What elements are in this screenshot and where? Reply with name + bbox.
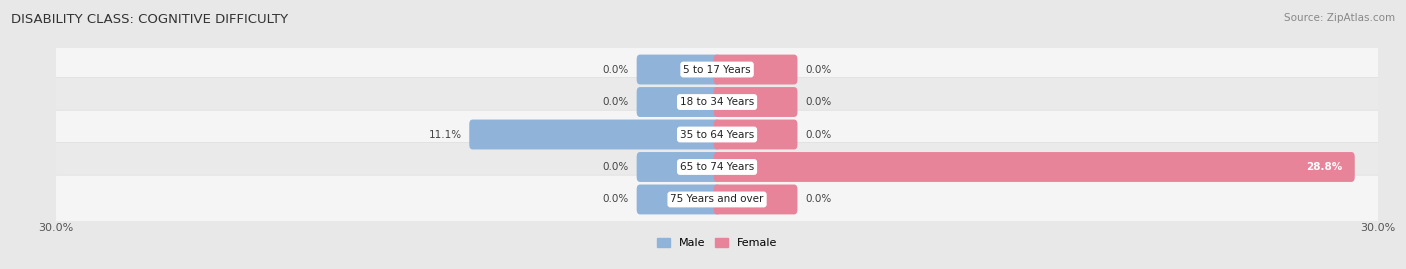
Text: 0.0%: 0.0% [806,194,831,204]
Text: 0.0%: 0.0% [603,97,628,107]
FancyBboxPatch shape [637,152,720,182]
Text: 18 to 34 Years: 18 to 34 Years [681,97,754,107]
FancyBboxPatch shape [51,143,1384,191]
FancyBboxPatch shape [714,119,797,150]
Text: Source: ZipAtlas.com: Source: ZipAtlas.com [1284,13,1395,23]
FancyBboxPatch shape [714,87,797,117]
FancyBboxPatch shape [637,87,720,117]
Text: 0.0%: 0.0% [806,97,831,107]
Text: 28.8%: 28.8% [1306,162,1343,172]
FancyBboxPatch shape [51,110,1384,159]
FancyBboxPatch shape [637,185,720,214]
Text: 5 to 17 Years: 5 to 17 Years [683,65,751,75]
FancyBboxPatch shape [51,78,1384,126]
FancyBboxPatch shape [637,55,720,84]
Text: 11.1%: 11.1% [429,129,461,140]
FancyBboxPatch shape [51,45,1384,94]
Legend: Male, Female: Male, Female [652,233,782,253]
Text: 65 to 74 Years: 65 to 74 Years [681,162,754,172]
FancyBboxPatch shape [470,119,720,150]
Text: 75 Years and over: 75 Years and over [671,194,763,204]
Text: 0.0%: 0.0% [603,194,628,204]
FancyBboxPatch shape [714,55,797,84]
FancyBboxPatch shape [714,152,1355,182]
Text: 0.0%: 0.0% [806,65,831,75]
Text: 0.0%: 0.0% [806,129,831,140]
Text: 35 to 64 Years: 35 to 64 Years [681,129,754,140]
FancyBboxPatch shape [51,175,1384,224]
Text: 0.0%: 0.0% [603,65,628,75]
Text: DISABILITY CLASS: COGNITIVE DIFFICULTY: DISABILITY CLASS: COGNITIVE DIFFICULTY [11,13,288,26]
Text: 0.0%: 0.0% [603,162,628,172]
FancyBboxPatch shape [714,185,797,214]
